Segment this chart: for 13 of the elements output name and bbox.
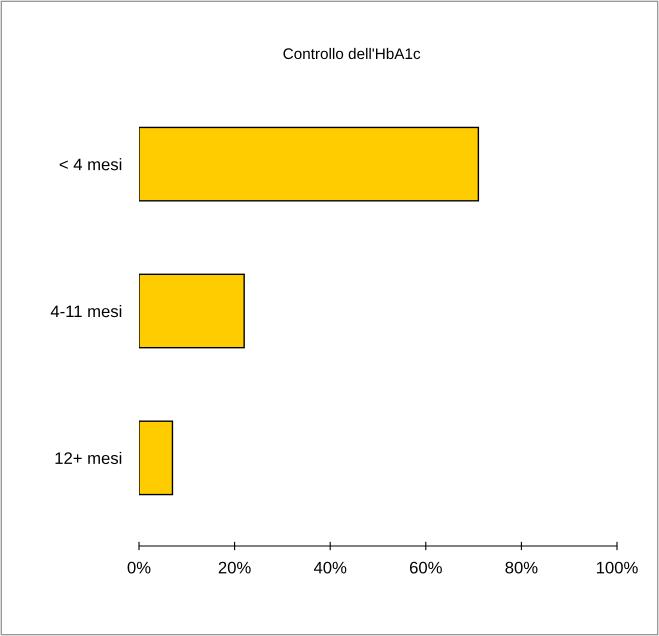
- x-tick-label: 100%: [596, 562, 638, 574]
- x-tick-label: 80%: [505, 562, 538, 574]
- bar: [139, 274, 245, 348]
- x-tick-label: 0%: [128, 562, 150, 574]
- y-tick-label: 12+ mesi: [56, 452, 122, 464]
- x-tick-label: 40%: [314, 562, 346, 574]
- bar: [139, 420, 174, 496]
- y-tick-label: < 4 mesi: [60, 158, 122, 170]
- chart-title: Controllo dell'HbA1c: [283, 48, 420, 60]
- y-tick-label: 4-11 mesi: [50, 304, 122, 318]
- x-tick-label: 60%: [410, 562, 442, 574]
- bar: [139, 126, 480, 202]
- x-tick-label: 20%: [218, 562, 251, 574]
